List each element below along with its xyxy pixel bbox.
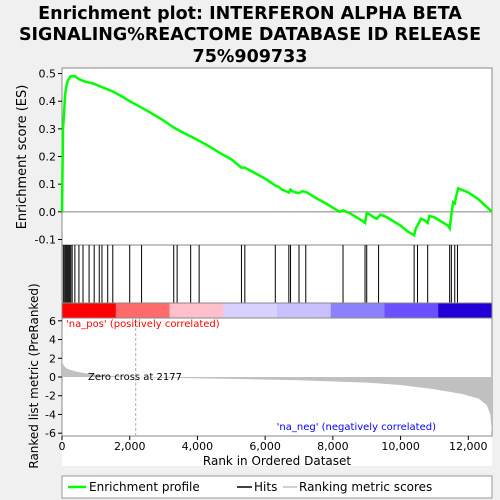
- metric-yticks: 6 4 2 0 -2 -4 -6: [45, 315, 62, 440]
- positive-correlated-label: 'na_pos' (positively correlated): [66, 319, 220, 330]
- color-band-segment: [169, 303, 224, 318]
- legend-label-enrichment: Enrichment profile: [89, 480, 200, 494]
- hits-panel-frame: [61, 244, 493, 304]
- chart-title: Enrichment plot: INTERFERON ALPHA BETA S…: [19, 4, 481, 67]
- metric-ytick-label: 2: [49, 352, 56, 365]
- hit-lines: [62, 245, 458, 303]
- color-band-segment: [223, 303, 278, 318]
- x-tick-label: 10,000: [381, 440, 420, 453]
- x-tick-label: 6,000: [249, 440, 281, 453]
- legend: Enrichment profile Hits Ranking metric s…: [61, 475, 493, 499]
- x-tick-label: 8,000: [317, 440, 349, 453]
- x-tick-label: 12,000: [449, 440, 488, 453]
- metric-ytick-label: 4: [49, 334, 56, 347]
- title-line-3: 75%909733: [193, 47, 308, 67]
- ranking-color-band: [61, 302, 493, 319]
- legend-label-metric: Ranking metric scores: [299, 480, 432, 494]
- metric-panel: 6 4 2 0 -2 -4 -6 'na_pos' (positively correlat…: [45, 315, 493, 440]
- x-axis-label: Rank in Ordered Dataset: [203, 454, 351, 468]
- x-tick-label: 2,000: [114, 440, 146, 453]
- es-ytick-label: 0.1: [39, 178, 57, 191]
- x-tick-label: 0: [59, 440, 66, 453]
- es-ytick-label: 0.0: [39, 206, 57, 219]
- metric-ytick-label: 0: [49, 371, 56, 384]
- es-ytick-label: 0.4: [39, 95, 57, 108]
- metric-ytick-label: -2: [45, 390, 56, 403]
- color-band-segment: [384, 303, 439, 318]
- title-line-1: Enrichment plot: INTERFERON ALPHA BETA: [38, 4, 462, 24]
- es-ylabel: Enrichment score (ES): [15, 85, 30, 230]
- metric-ytick-label: -6: [45, 427, 56, 440]
- metric-ytick-label: -4: [45, 408, 56, 421]
- metric-ytick-label: 6: [49, 315, 56, 328]
- zero-cross-label: Zero cross at 2177: [88, 372, 182, 383]
- title-line-2: SIGNALING%REACTOME DATABASE ID RELEASE: [19, 25, 481, 45]
- legend-label-hits: Hits: [254, 480, 277, 494]
- es-ytick-label: 0.5: [39, 68, 57, 81]
- es-yticks: 0.5 0.4 0.3 0.2 0.1 0.0 -0.1: [35, 68, 62, 246]
- x-axis-ticks: 0 2,000 4,000 6,000 8,000 10,000 12,000: [59, 436, 488, 453]
- legend-frame: [61, 475, 493, 499]
- es-panel: 0.5 0.4 0.3 0.2 0.1 0.0 -0.1: [35, 67, 493, 246]
- x-tick-label: 4,000: [182, 440, 214, 453]
- color-band-segment: [62, 303, 117, 318]
- es-ytick-label: 0.3: [39, 123, 57, 136]
- hits-panel: [61, 244, 493, 304]
- metric-ylabel: Ranked list metric (PreRanked): [27, 283, 41, 468]
- color-band-segment: [115, 303, 170, 318]
- negative-correlated-label: 'na_neg' (negatively correlated): [277, 422, 436, 433]
- ranking-metric-area: [62, 358, 492, 434]
- color-band-segment: [277, 303, 332, 318]
- es-ytick-label: -0.1: [35, 233, 56, 246]
- color-band-segment: [330, 303, 385, 318]
- es-ytick-label: 0.2: [39, 151, 57, 164]
- enrichment-profile-line: [60, 75, 493, 238]
- color-band-segment: [438, 303, 493, 318]
